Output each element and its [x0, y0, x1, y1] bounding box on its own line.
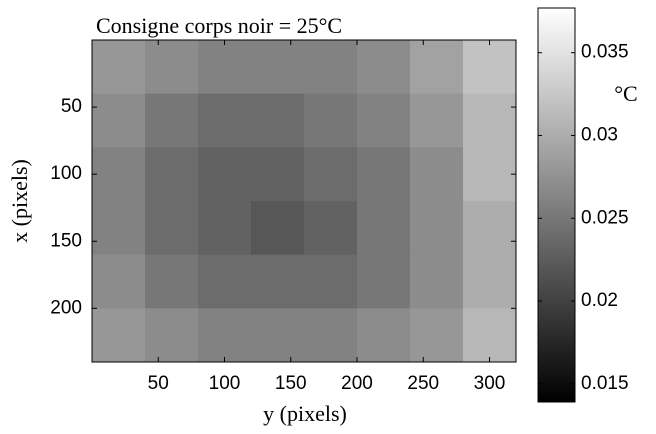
heatmap-cell — [145, 254, 199, 309]
heatmap-cell — [463, 201, 517, 256]
heatmap-cell — [304, 93, 358, 148]
colorbar-tick-label: 0.015 — [581, 373, 629, 394]
x-tick-label: 200 — [341, 373, 373, 394]
heatmap-cell — [145, 308, 199, 363]
y-axis-label: x (pixels) — [7, 159, 32, 243]
heatmap-cell — [145, 40, 199, 95]
colorbar-tick-label: 0.02 — [581, 290, 618, 311]
colorbar-tick-label: 0.025 — [581, 207, 629, 228]
heatmap-cell — [357, 147, 411, 202]
heatmap — [92, 40, 517, 363]
heatmap-cell — [463, 93, 517, 148]
colorbar-label: °C — [614, 81, 637, 106]
heatmap-cell — [251, 201, 305, 256]
y-tick-label: 50 — [61, 96, 82, 117]
heatmap-cell — [357, 308, 411, 363]
heatmap-cell — [410, 147, 464, 202]
colorbar-tick-label: 0.03 — [581, 124, 618, 145]
heatmap-cell — [410, 40, 464, 95]
colorbar — [537, 7, 576, 403]
x-tick-label: 250 — [407, 373, 439, 394]
heatmap-cell — [198, 201, 252, 256]
colorbar-tick-label: 0.035 — [581, 42, 629, 63]
heatmap-cell — [198, 147, 252, 202]
heatmap-cell — [92, 308, 146, 363]
heatmap-cell — [463, 308, 517, 363]
x-tick-label: 100 — [209, 373, 241, 394]
y-tick-label: 150 — [50, 230, 82, 251]
x-axis-label: y (pixels) — [263, 401, 347, 426]
x-tick-label: 150 — [275, 373, 307, 394]
heatmap-cell — [251, 147, 305, 202]
heatmap-cell — [357, 93, 411, 148]
heatmap-cell — [304, 40, 358, 95]
heatmap-cell — [463, 40, 517, 95]
heatmap-cell — [145, 93, 199, 148]
heatmap-cell — [198, 93, 252, 148]
heatmap-cell — [304, 308, 358, 363]
x-tick-label: 300 — [474, 373, 506, 394]
heatmap-cell — [410, 308, 464, 363]
heatmap-cell — [145, 147, 199, 202]
heatmap-cell — [357, 40, 411, 95]
heatmap-cell — [251, 308, 305, 363]
heatmap-cell — [92, 93, 146, 148]
heatmap-cell — [145, 201, 199, 256]
heatmap-cell — [304, 254, 358, 309]
heatmap-cell — [410, 254, 464, 309]
heatmap-cell — [357, 254, 411, 309]
heatmap-cell — [92, 254, 146, 309]
plot-frame — [91, 39, 517, 363]
heatmap-cell — [251, 40, 305, 95]
heatmap-cell — [198, 40, 252, 95]
heatmap-cell — [198, 308, 252, 363]
heatmap-cell — [463, 254, 517, 309]
heatmap-cell — [304, 201, 358, 256]
heatmap-cell — [357, 201, 411, 256]
heatmap-cell — [92, 40, 146, 95]
chart-title: Consigne corps noir = 25°C — [96, 13, 342, 38]
heatmap-cell — [251, 93, 305, 148]
heatmap-cell — [92, 201, 146, 256]
heatmap-cell — [463, 147, 517, 202]
heatmap-cell — [198, 254, 252, 309]
x-tick-label: 50 — [148, 373, 169, 394]
heatmap-cell — [410, 201, 464, 256]
y-tick-label: 100 — [50, 163, 82, 184]
heatmap-cell — [251, 254, 305, 309]
heatmap-cell — [410, 93, 464, 148]
heatmap-cell — [304, 147, 358, 202]
y-tick-label: 200 — [50, 297, 82, 318]
heatmap-cell — [92, 147, 146, 202]
